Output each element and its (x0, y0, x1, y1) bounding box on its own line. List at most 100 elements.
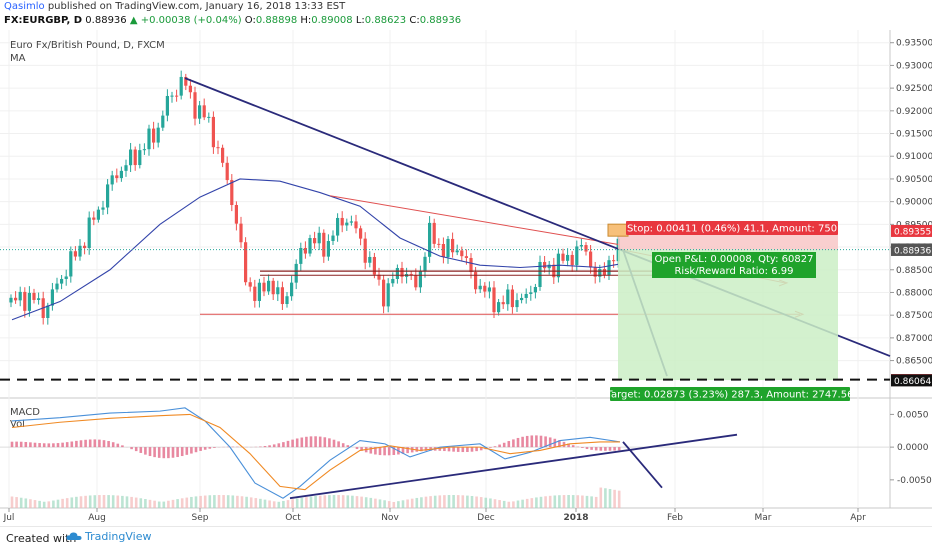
volume-bar (273, 501, 276, 508)
volume-bar (406, 499, 409, 508)
macd-hist-bar (213, 447, 216, 448)
author-link[interactable]: Qasimlo (4, 1, 45, 12)
macd-hist-bar (475, 447, 478, 451)
volume-bar (204, 496, 207, 508)
macd-hist-bar (43, 443, 46, 447)
candle-body (19, 292, 22, 300)
macd-hist-bar (20, 442, 23, 447)
macd-hist-bar (48, 443, 51, 447)
volume-bar (563, 495, 566, 508)
volume-bar (291, 499, 294, 508)
y-tick-label: 0.92500 (896, 84, 932, 94)
volume-bar (498, 500, 501, 508)
footer: Created with TradingView (0, 526, 932, 551)
macd-hist-bar (549, 437, 552, 447)
volume-bar (255, 498, 258, 508)
candle-body (161, 116, 164, 128)
volume-bar (305, 497, 308, 508)
rr-label: Risk/Reward Ratio: 6.99 (674, 266, 793, 277)
macd-hist-bar (613, 447, 616, 450)
candle-body (212, 117, 215, 147)
candle-body (322, 233, 325, 257)
x-tick-label: Mar (755, 513, 772, 523)
x-tick-label: Jul (3, 513, 15, 523)
volume-bar (416, 498, 419, 508)
candle-body (525, 294, 528, 298)
candle-body (419, 271, 422, 287)
volume-bar (503, 501, 506, 508)
candle-body (37, 298, 40, 300)
candle-body (566, 255, 569, 261)
volume-bar (172, 500, 175, 508)
candle-body (14, 298, 17, 301)
target-label: Target: 0.02873 (3.23%) 287.3, Amount: 2… (606, 390, 854, 401)
candle-body (78, 246, 81, 257)
volume-bar (324, 495, 327, 508)
close-value: 0.88936 (420, 15, 461, 26)
candle-body (46, 306, 49, 318)
volume-bar (38, 501, 41, 508)
volume-bar (52, 501, 55, 508)
candle-body (221, 148, 224, 163)
macd-hist-bar (452, 447, 455, 452)
macd-hist-bar (305, 437, 308, 447)
y-tick-label: 0.92000 (896, 107, 932, 117)
volume-bar (209, 495, 212, 508)
volume-bar (121, 496, 124, 508)
macd-hist-bar (121, 445, 124, 447)
candle-body (423, 257, 426, 271)
published-text: published on TradingView.com, January 16… (48, 1, 345, 12)
volume-bar (48, 501, 51, 508)
macd-hist-bar (521, 437, 524, 447)
volume-bar (494, 499, 497, 508)
volume-bar (429, 496, 432, 508)
volume-bar (604, 488, 607, 508)
volume-bar (439, 495, 442, 508)
macd-hist-bar (176, 447, 179, 457)
candle-body (414, 275, 417, 287)
candle-body (571, 255, 574, 265)
volume-bar (397, 501, 400, 508)
volume-bar (163, 502, 166, 508)
low-value: 0.88623 (365, 15, 406, 26)
macd-hist-bar (84, 440, 87, 447)
candle-body (189, 86, 192, 93)
tradingview-link[interactable]: TradingView (66, 530, 151, 543)
volume-bar (333, 495, 336, 508)
volume-bar (581, 496, 584, 508)
y-tick-label: 0.86500 (896, 357, 932, 367)
volume-bar (241, 496, 244, 508)
candle-body (561, 254, 564, 261)
candle-body (520, 298, 523, 300)
candle-body (304, 248, 307, 254)
candle-body (469, 258, 472, 272)
macd-hist-bar (199, 447, 202, 451)
x-tick-label: Sep (192, 513, 209, 523)
candle-body (515, 300, 518, 307)
tradingview-cloud-icon (66, 531, 82, 541)
chart-canvas[interactable]: Stop: 0.00411 (0.46%) 41.1, Amount: 750O… (0, 30, 932, 526)
candle-body (465, 256, 468, 258)
volume-bar (112, 495, 115, 508)
price-tag-label: 0.89355 (894, 227, 931, 237)
x-tick-label: Feb (667, 513, 683, 523)
macd-hist-bar (342, 443, 345, 447)
candle-body (235, 205, 238, 224)
volume-bar (586, 496, 589, 508)
candle-body (511, 290, 514, 308)
volume-bar (420, 497, 423, 508)
volume-bar (347, 495, 350, 508)
volume-bar (540, 497, 543, 508)
price-tag-label: 0.88936 (894, 246, 931, 256)
volume-bar (328, 495, 331, 508)
pnl-label: Open P&L: 0.00008, Qty: 60827 (655, 254, 814, 265)
macd-hist-bar (287, 441, 290, 447)
high-label: H: (300, 15, 311, 26)
volume-bar (57, 500, 60, 508)
macd-hist-bar (314, 436, 317, 447)
candle-body (336, 218, 339, 236)
volume-bar (61, 499, 64, 508)
volume-bar (485, 498, 488, 508)
volume-bar (94, 495, 97, 508)
candle-body (175, 96, 178, 97)
